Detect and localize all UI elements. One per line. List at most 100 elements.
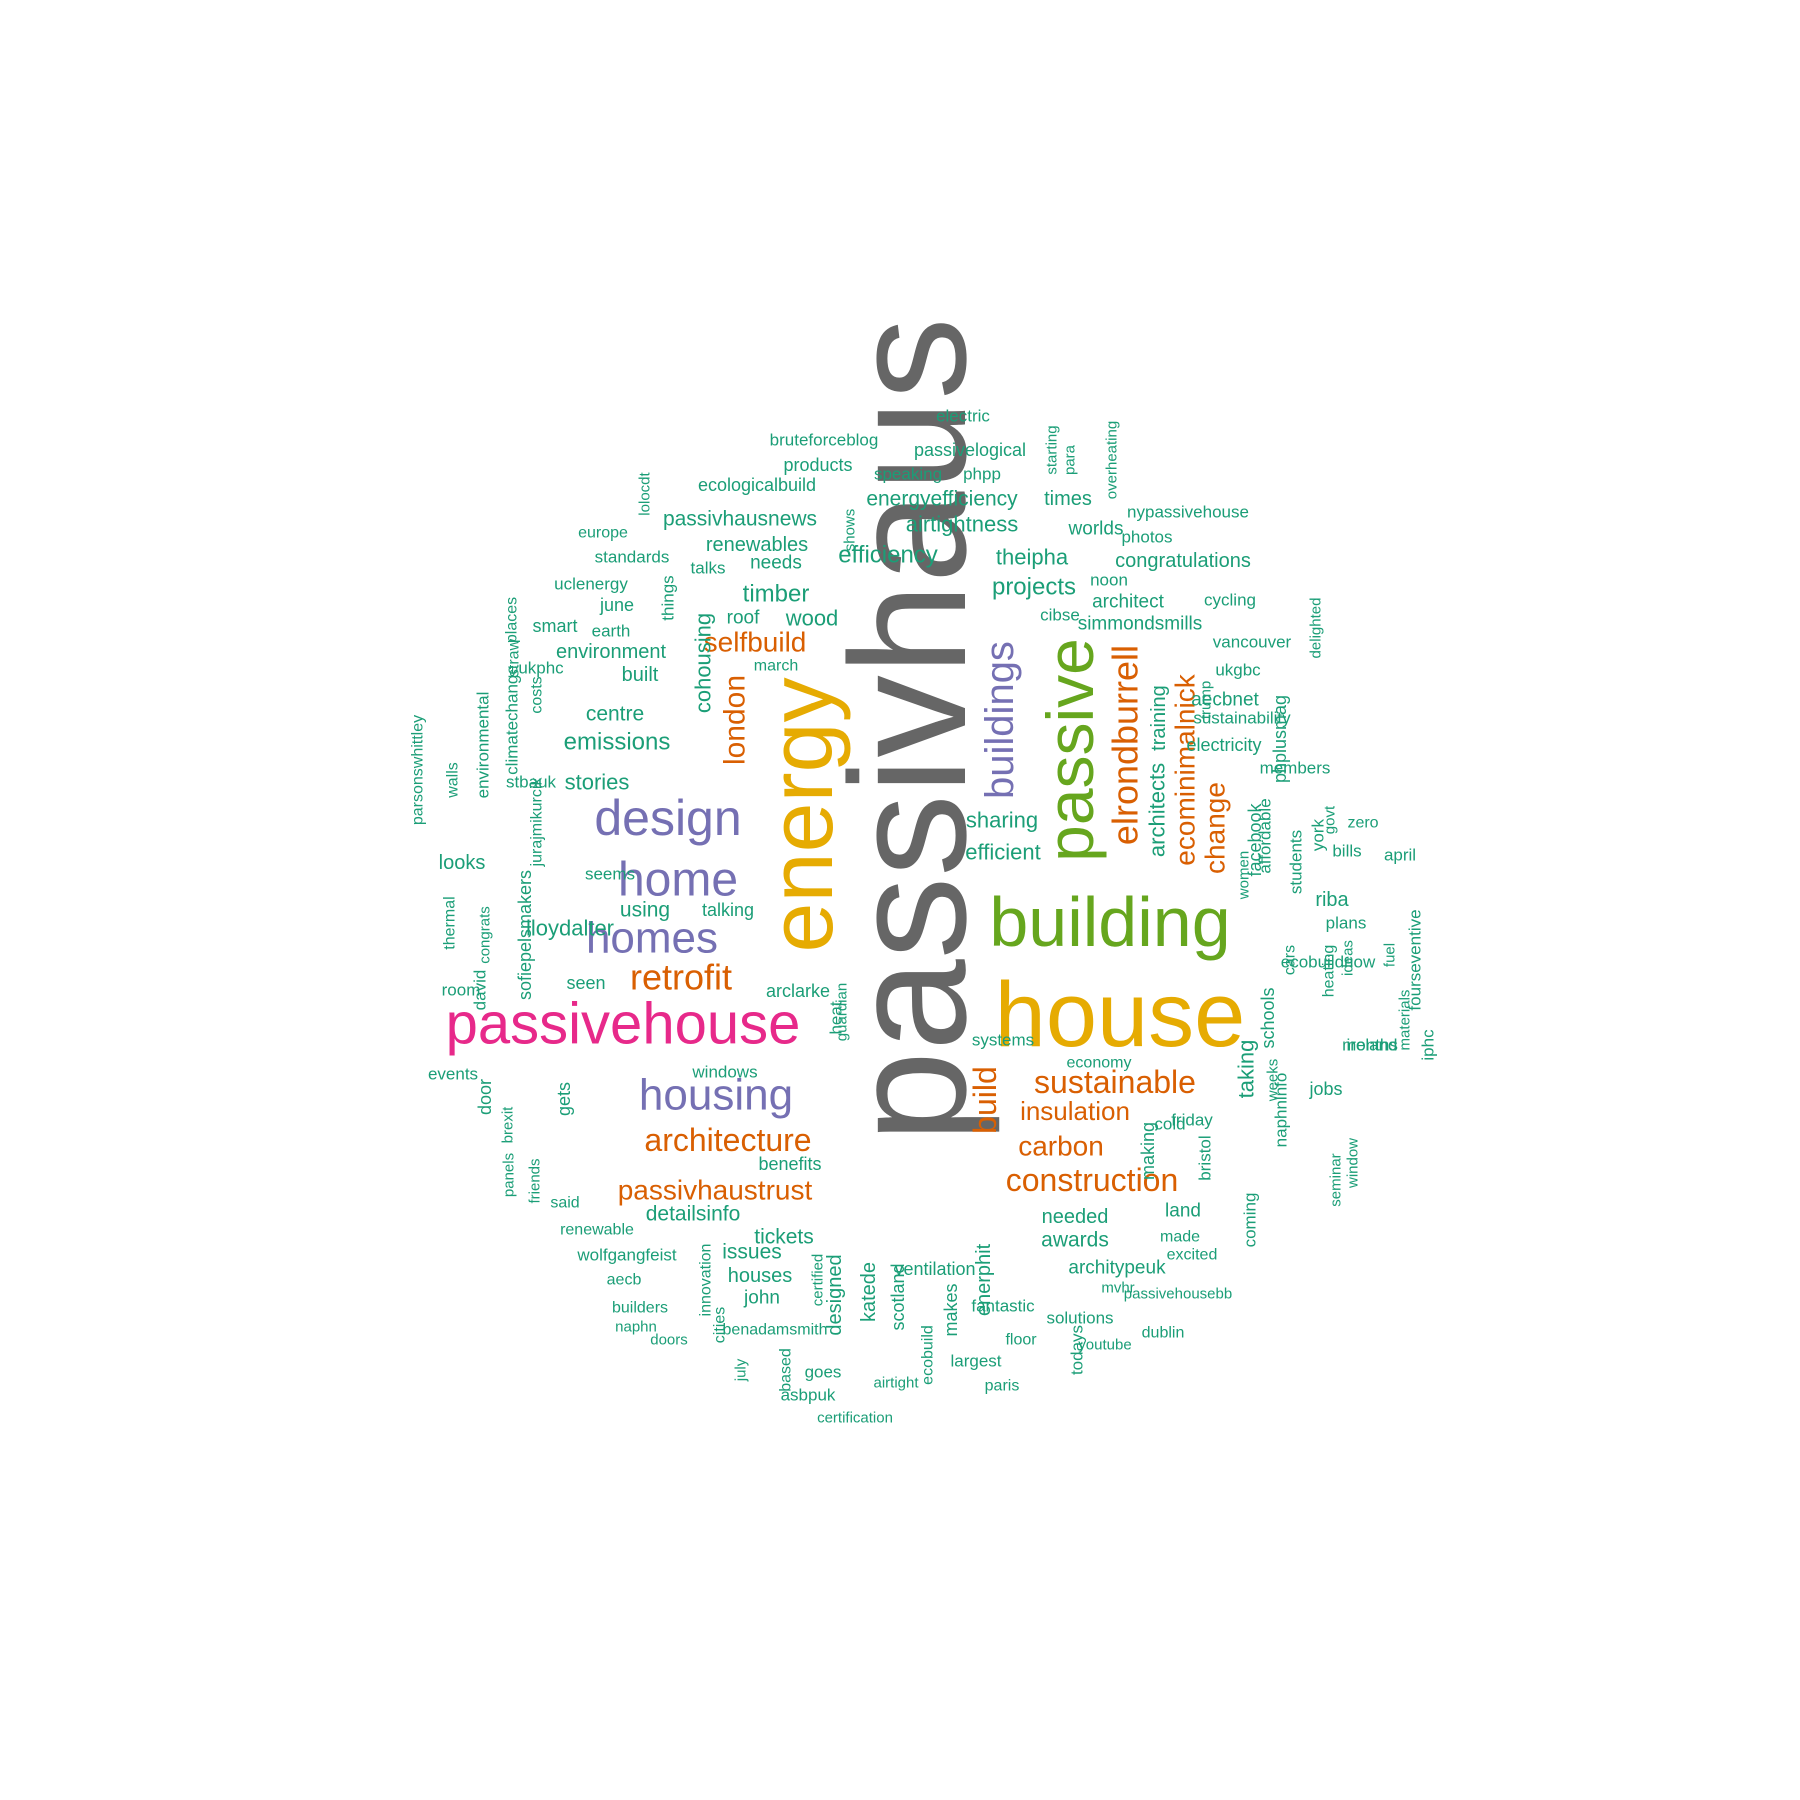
word-ecominimalnick: ecominimalnick <box>1170 673 1201 865</box>
word-roof: roof <box>727 608 760 629</box>
word-airtightness: airtightness <box>906 512 1019 537</box>
word-cities: cities <box>712 1307 729 1343</box>
word-europe: europe <box>578 525 628 542</box>
word-energy: energy <box>752 677 852 952</box>
word-nypassivehouse: nypassivehouse <box>1127 503 1249 522</box>
word-looks: looks <box>439 852 486 874</box>
word-awards: awards <box>1041 1229 1109 1252</box>
word-seems: seems <box>585 865 635 884</box>
word-noon: noon <box>1090 571 1128 590</box>
word-passivhaus: passivhaus <box>816 317 1000 1142</box>
word-zero: zero <box>1347 815 1378 832</box>
word-construction: construction <box>1006 1162 1179 1198</box>
word-design: design <box>594 790 741 846</box>
word-electricity: electricity <box>1186 735 1261 755</box>
word-bruteforceblog: bruteforceblog <box>770 431 879 450</box>
word-march: march <box>754 658 798 675</box>
word-floor: floor <box>1005 1332 1037 1349</box>
word-needs: needs <box>750 553 802 574</box>
word-detailsinfo: detailsinfo <box>646 1203 741 1226</box>
word-fourseventive: fourseventive <box>1406 909 1425 1010</box>
word-architects: architects <box>1145 763 1170 857</box>
word-guardian: guardian <box>834 983 851 1041</box>
word-photos: photos <box>1121 528 1172 547</box>
word-windows: windows <box>691 1063 757 1082</box>
word-economy: economy <box>1067 1055 1132 1072</box>
word-renewables: renewables <box>706 534 808 556</box>
word-naphn: naphn <box>615 1319 657 1336</box>
word-simmondsmills: simmondsmills <box>1078 614 1203 635</box>
word-systems: systems <box>972 1031 1034 1050</box>
word-stbauk: stbauk <box>506 773 557 792</box>
word-change: change <box>1200 782 1231 874</box>
word-needed: needed <box>1042 1206 1109 1228</box>
word-uclenergy: uclenergy <box>554 575 628 594</box>
word-timber: timber <box>743 581 810 608</box>
word-building: building <box>989 883 1230 961</box>
word-weeks: weeks <box>1265 1059 1282 1103</box>
word-gets: gets <box>554 1082 574 1116</box>
word-passivelogical: passivelogical <box>914 440 1026 460</box>
word-govt: govt <box>1322 805 1339 834</box>
word-congratulations: congratulations <box>1115 550 1251 572</box>
word-benefits: benefits <box>758 1154 821 1174</box>
word-certification: certification <box>817 1410 893 1427</box>
word-largest: largest <box>950 1352 1001 1371</box>
word-jurajmikurcik: jurajmikurcik <box>529 777 546 868</box>
word-enerphit: enerphit <box>973 1243 995 1316</box>
word-facebook: facebook <box>1245 802 1265 876</box>
word-buildings: buildings <box>978 641 1022 799</box>
word-ukgbc: ukgbc <box>1215 661 1261 680</box>
word-straw: straw <box>506 638 523 677</box>
word-benadamsmith: benadamsmith <box>723 1322 828 1339</box>
word-months: months <box>1342 1036 1398 1055</box>
word-phpp: phpp <box>963 465 1001 484</box>
word-centre: centre <box>586 703 644 726</box>
word-window: window <box>1345 1138 1362 1189</box>
word-environment: environment <box>556 641 667 663</box>
word-todays: todays <box>1068 1325 1087 1375</box>
word-excited: excited <box>1167 1247 1218 1264</box>
word-carbon: carbon <box>1018 1131 1104 1162</box>
word-solutions: solutions <box>1046 1309 1113 1328</box>
word-materials: materials <box>1397 990 1414 1051</box>
word-designed: designed <box>824 1254 846 1335</box>
word-passivehousebb: passivehousebb <box>1124 1286 1232 1303</box>
word-earth: earth <box>592 622 631 641</box>
word-taking: taking <box>1234 1040 1259 1099</box>
word-speaking: speaking <box>874 465 942 484</box>
word-emissions: emissions <box>564 729 671 756</box>
word-parsonswhittley: parsonswhittley <box>410 715 427 825</box>
word-aecbnet: aecbnet <box>1191 690 1259 711</box>
word-homes: homes <box>586 914 718 963</box>
word-paris: paris <box>985 1378 1020 1395</box>
word-cycling: cycling <box>1204 591 1256 610</box>
word-members: members <box>1260 759 1331 778</box>
word-asbpuk: asbpuk <box>781 1386 836 1405</box>
word-coming: coming <box>1241 1193 1260 1248</box>
word-july: july <box>733 1358 750 1382</box>
word-ecobuild: ecobuild <box>920 1325 937 1385</box>
word-friends: friends <box>527 1158 544 1203</box>
word-passivhausnews: passivhausnews <box>663 508 817 531</box>
word-iphc: iphc <box>1419 1029 1438 1061</box>
word-architecture: architecture <box>644 1122 811 1158</box>
word-houses: houses <box>728 1265 793 1287</box>
word-built: built <box>622 664 659 686</box>
word-lloydalter: lloydalter <box>526 916 614 941</box>
word-overheating: overheating <box>1104 421 1121 499</box>
word-david: david <box>471 970 490 1011</box>
word-london: london <box>719 675 752 765</box>
word-riba: riba <box>1315 889 1349 911</box>
word-using: using <box>620 899 670 922</box>
word-build: build <box>967 1066 1003 1134</box>
word-climatechange: climatechange <box>503 665 522 775</box>
word-john: john <box>743 1288 780 1309</box>
word-room: room <box>442 981 481 1000</box>
word-katede: katede <box>858 1262 880 1322</box>
word-schools: schools <box>1258 987 1278 1048</box>
word-arclarke: arclarke <box>766 981 830 1001</box>
word-cohousing: cohousing <box>691 613 716 713</box>
word-things: things <box>659 575 678 620</box>
